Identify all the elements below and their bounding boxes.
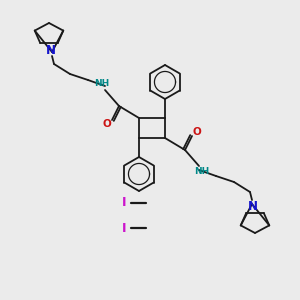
Text: N: N: [46, 44, 56, 56]
Text: N: N: [248, 200, 258, 212]
Text: I: I: [122, 196, 126, 209]
Text: O: O: [103, 119, 111, 129]
Text: O: O: [193, 127, 201, 137]
Text: NH: NH: [94, 80, 110, 88]
Text: NH: NH: [194, 167, 210, 176]
Text: I: I: [122, 221, 126, 235]
